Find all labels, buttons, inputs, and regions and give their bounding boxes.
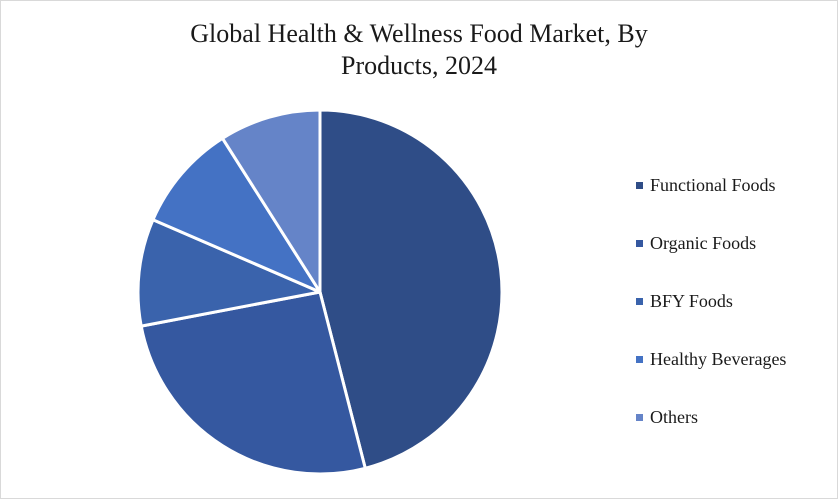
legend-swatch — [636, 182, 643, 189]
chart-title-line-1: Global Health & Wellness Food Market, By — [190, 19, 648, 48]
legend-label: BFY Foods — [650, 291, 733, 311]
legend-label: Functional Foods — [650, 175, 776, 195]
legend-item-bfy-foods: BFY Foods — [636, 291, 733, 312]
legend-item-functional-foods: Functional Foods — [636, 175, 776, 196]
pie-slice-organic-foods — [139, 290, 367, 476]
chart-title: Global Health & Wellness Food Market, By… — [0, 18, 838, 82]
legend-item-healthy-beverages: Healthy Beverages — [636, 349, 786, 370]
legend-swatch — [636, 356, 643, 363]
legend-swatch — [636, 298, 643, 305]
pie-slices — [136, 108, 504, 476]
pie-slice-others — [220, 108, 322, 294]
chart-title-line-2: Products, 2024 — [341, 51, 497, 80]
legend-swatch — [636, 240, 643, 247]
legend-label: Organic Foods — [650, 233, 757, 253]
legend-swatch — [636, 414, 643, 421]
legend-item-organic-foods: Organic Foods — [636, 233, 756, 254]
legend-label: Healthy Beverages — [650, 349, 787, 369]
pie-slice-healthy-beverages — [151, 136, 322, 294]
legend-label: Others — [650, 407, 698, 427]
pie-slice-bfy-foods — [136, 218, 322, 328]
pie-slice-functional-foods — [318, 108, 504, 470]
legend-item-others: Others — [636, 407, 698, 428]
